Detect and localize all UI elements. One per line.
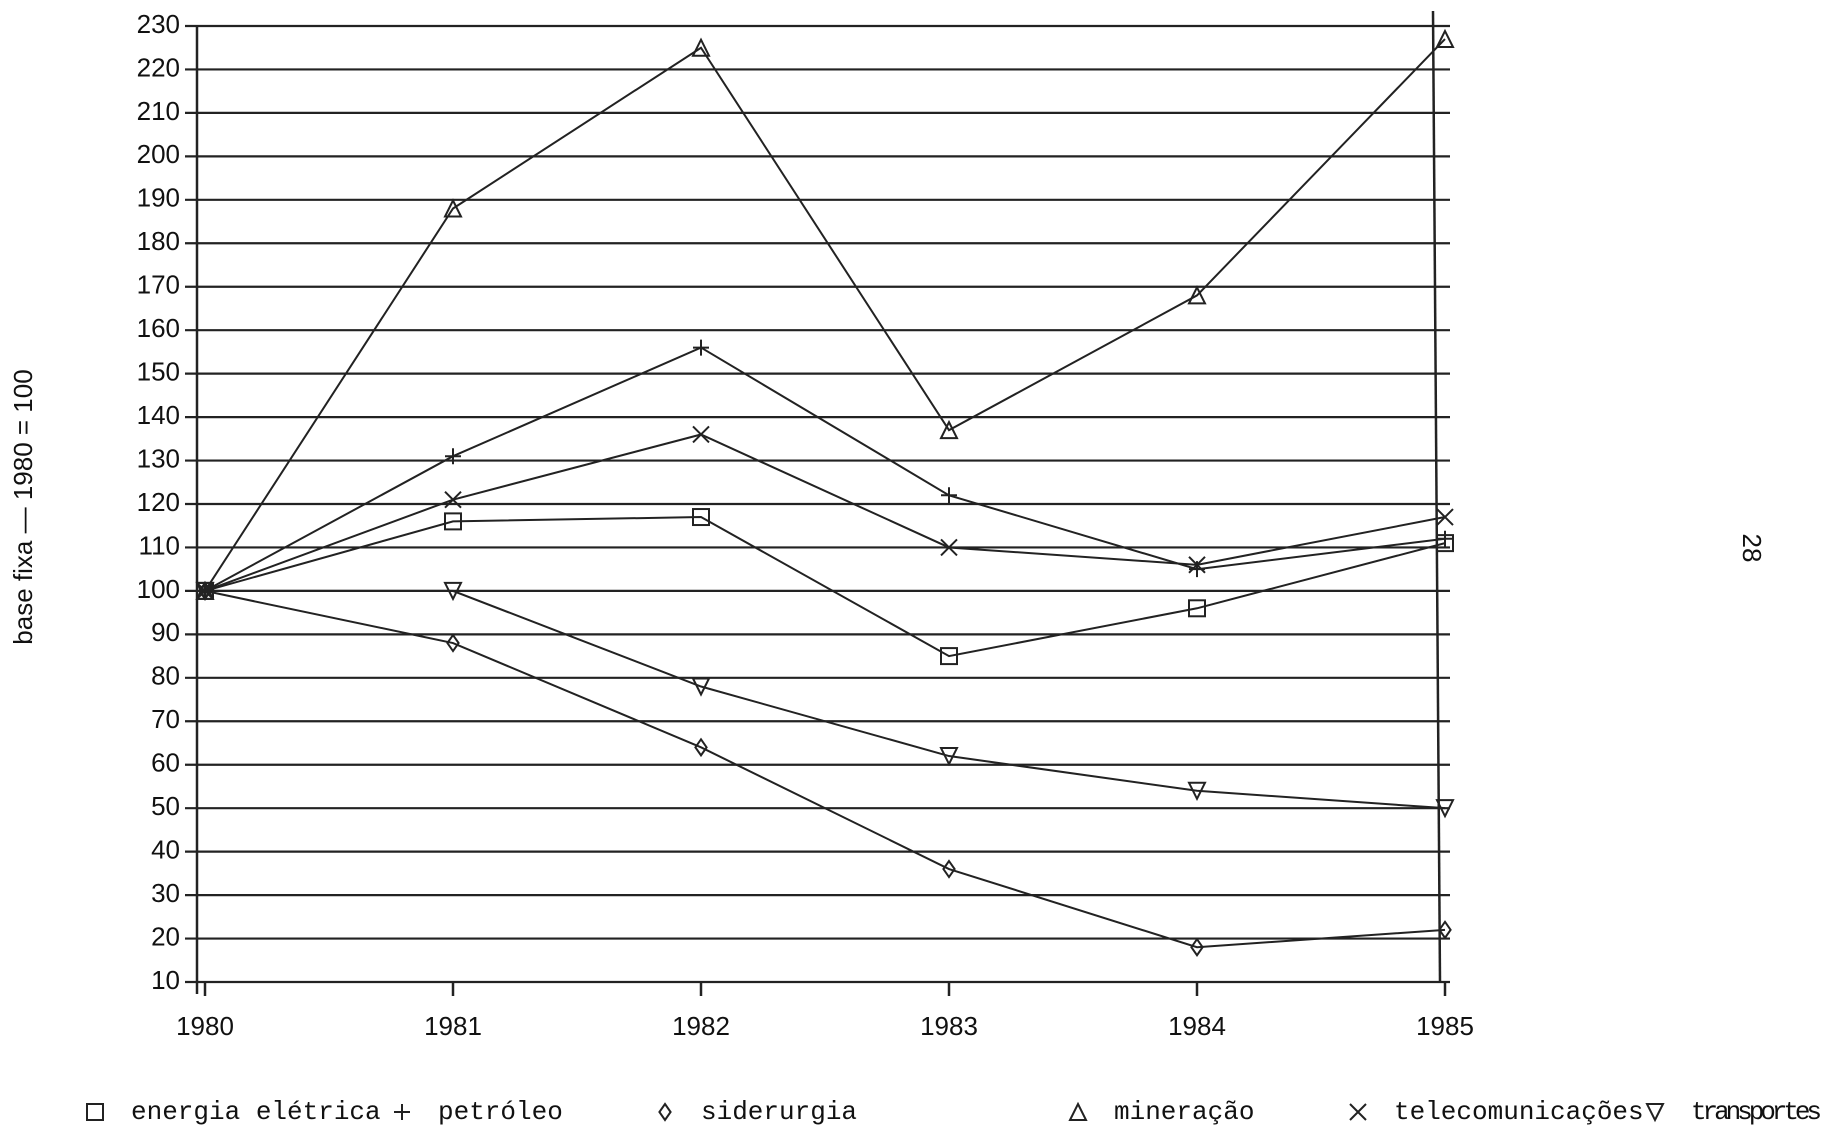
y-tick-label: 190 (137, 183, 180, 213)
x-tick-label: 1980 (176, 1011, 234, 1041)
y-tick-label: 80 (151, 661, 180, 691)
y-axis-label: base fixa — 1980 = 100 (8, 369, 38, 644)
y-tick-label: 160 (137, 313, 180, 343)
legend-label: transportes (1691, 1097, 1822, 1127)
marker (443, 198, 463, 218)
y-tick-label: 150 (137, 357, 180, 387)
marker (446, 633, 460, 653)
legend-marker (86, 1103, 104, 1121)
y-tick-label: 200 (137, 139, 180, 169)
y-tick-label: 220 (137, 52, 180, 82)
marker (445, 448, 461, 465)
legend-label: telecomunicações (1394, 1097, 1644, 1127)
y-tick-label: 20 (151, 921, 180, 951)
marker (1436, 508, 1454, 526)
marker (195, 581, 215, 602)
legend-label: energia elétrica (131, 1097, 381, 1127)
y-tick-label: 50 (151, 791, 180, 821)
y-tick-label: 130 (137, 443, 180, 473)
y-tick-label: 100 (137, 574, 180, 604)
marker (1187, 781, 1207, 802)
marker (1438, 920, 1452, 940)
y-tick-label: 230 (137, 9, 180, 39)
y-tick-label: 70 (151, 704, 180, 734)
y-tick-label: 30 (151, 878, 180, 908)
marker (692, 508, 710, 527)
marker (1188, 556, 1206, 574)
marker (443, 581, 463, 602)
marker (942, 859, 956, 879)
marker (941, 487, 957, 504)
y-tick-label: 90 (151, 617, 180, 647)
series-line (204, 433, 1446, 592)
legend-marker (658, 1102, 672, 1122)
marker (1435, 28, 1455, 49)
series-line (204, 589, 1446, 949)
marker (939, 747, 959, 767)
right-border (1431, 10, 1442, 983)
x-tick-label: 1982 (672, 1011, 730, 1041)
y-tick-label: 140 (137, 400, 180, 430)
marker (1190, 937, 1204, 957)
series-line (204, 346, 1446, 592)
marker (691, 37, 711, 57)
legend-marker (1645, 1103, 1665, 1123)
legend-label: petróleo (438, 1097, 563, 1127)
legend-marker (394, 1104, 410, 1120)
series-line (204, 38, 1446, 592)
x-tick-label: 1983 (920, 1011, 978, 1041)
marker (1188, 599, 1206, 618)
y-tick-label: 110 (139, 530, 180, 560)
x-tick-label: 1984 (1168, 1011, 1226, 1041)
marker (940, 647, 958, 666)
marker (692, 425, 710, 444)
marker (694, 737, 708, 758)
page-number: 28 (1737, 534, 1767, 563)
y-tick-label: 180 (137, 226, 180, 256)
marker (1187, 285, 1207, 305)
marker (444, 512, 462, 531)
y-tick-label: 210 (137, 96, 180, 126)
marker (693, 339, 709, 356)
x-tick-label: 1981 (424, 1011, 482, 1041)
y-tick-label: 120 (137, 487, 180, 517)
marker (1435, 799, 1455, 819)
x-tick-label: 1985 (1416, 1011, 1474, 1041)
series-line (205, 589, 1446, 810)
legend-label: siderurgia (701, 1097, 857, 1127)
legend-marker (1349, 1103, 1367, 1121)
series-line (204, 516, 1446, 658)
y-tick-label: 40 (151, 835, 180, 865)
marker (444, 490, 462, 509)
y-tick-label: 170 (137, 270, 180, 300)
legend-label: mineração (1114, 1097, 1254, 1127)
marker (1437, 530, 1453, 547)
marker (939, 419, 959, 440)
marker (940, 538, 958, 557)
y-tick-label: 10 (151, 965, 180, 995)
marker (691, 677, 711, 697)
legend-marker (1068, 1101, 1088, 1121)
y-tick-label: 60 (151, 748, 180, 778)
